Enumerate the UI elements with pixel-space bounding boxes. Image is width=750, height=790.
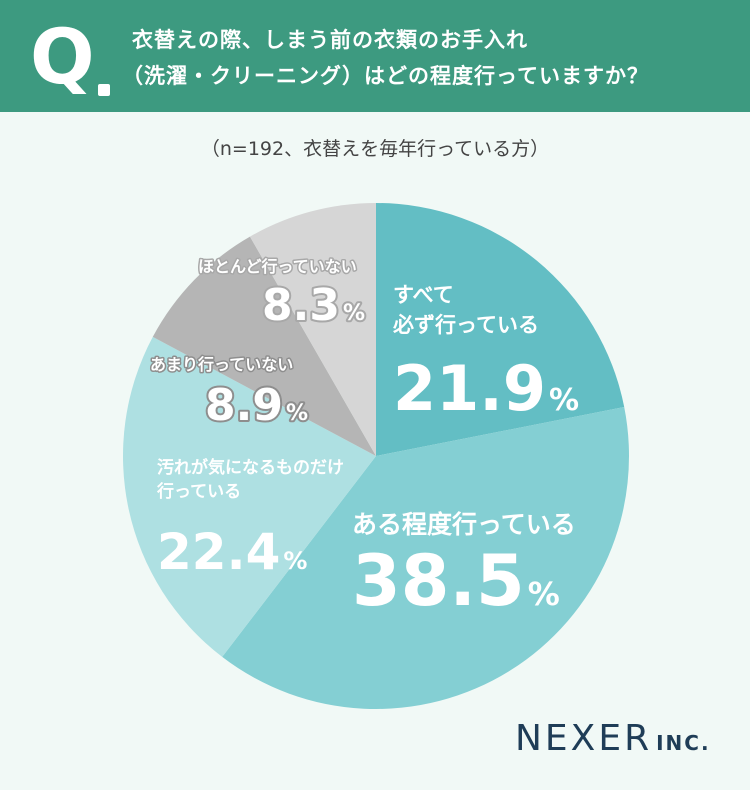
question-mark: Q (30, 12, 95, 101)
slice-label-line-2-1: 行っている (156, 481, 241, 502)
slice-percent-3: % (286, 401, 308, 426)
slice-label-line-0-1: 必ず行っている (393, 313, 539, 337)
slice-label-line-1-0: ある程度行っている (352, 510, 576, 539)
logo-sub-text: INC. (656, 731, 711, 755)
pie-slice-2 (122, 336, 376, 657)
sample-note: （n=192、衣替えを毎年行っている方） (200, 138, 550, 160)
question-line-2: （洗濯・クリーニング）はどの程度行っていますか？ (122, 64, 649, 88)
slice-percent-0: % (549, 383, 579, 418)
slice-percent-2: % (283, 547, 307, 575)
question-line-1: 衣替えの際、しまう前の衣類のお手入れ (132, 28, 528, 52)
slice-label-line-4-0: ほとんど行っていない (198, 257, 357, 276)
question-header: Q 衣替えの際、しまう前の衣類のお手入れ （洗濯・クリーニング）はどの程度行って… (0, 0, 750, 112)
slice-label-line-2-0: 汚れが気になるものだけ (157, 457, 344, 478)
pie-slice-3 (152, 236, 376, 456)
pie-slice-4 (249, 203, 376, 456)
question-dot (98, 84, 110, 96)
logo-main-text: NEXER (515, 718, 653, 759)
slice-percent-4: % (343, 301, 365, 326)
slice-percent-1: % (528, 575, 560, 613)
nexer-logo: NEXER INC. (515, 718, 711, 759)
pie-slice-1 (222, 407, 629, 710)
slice-label-line-0-0: すべて (393, 283, 454, 307)
slice-label-line-3-0: あまり行っていない (150, 355, 293, 374)
pie-slice-0 (376, 203, 625, 456)
